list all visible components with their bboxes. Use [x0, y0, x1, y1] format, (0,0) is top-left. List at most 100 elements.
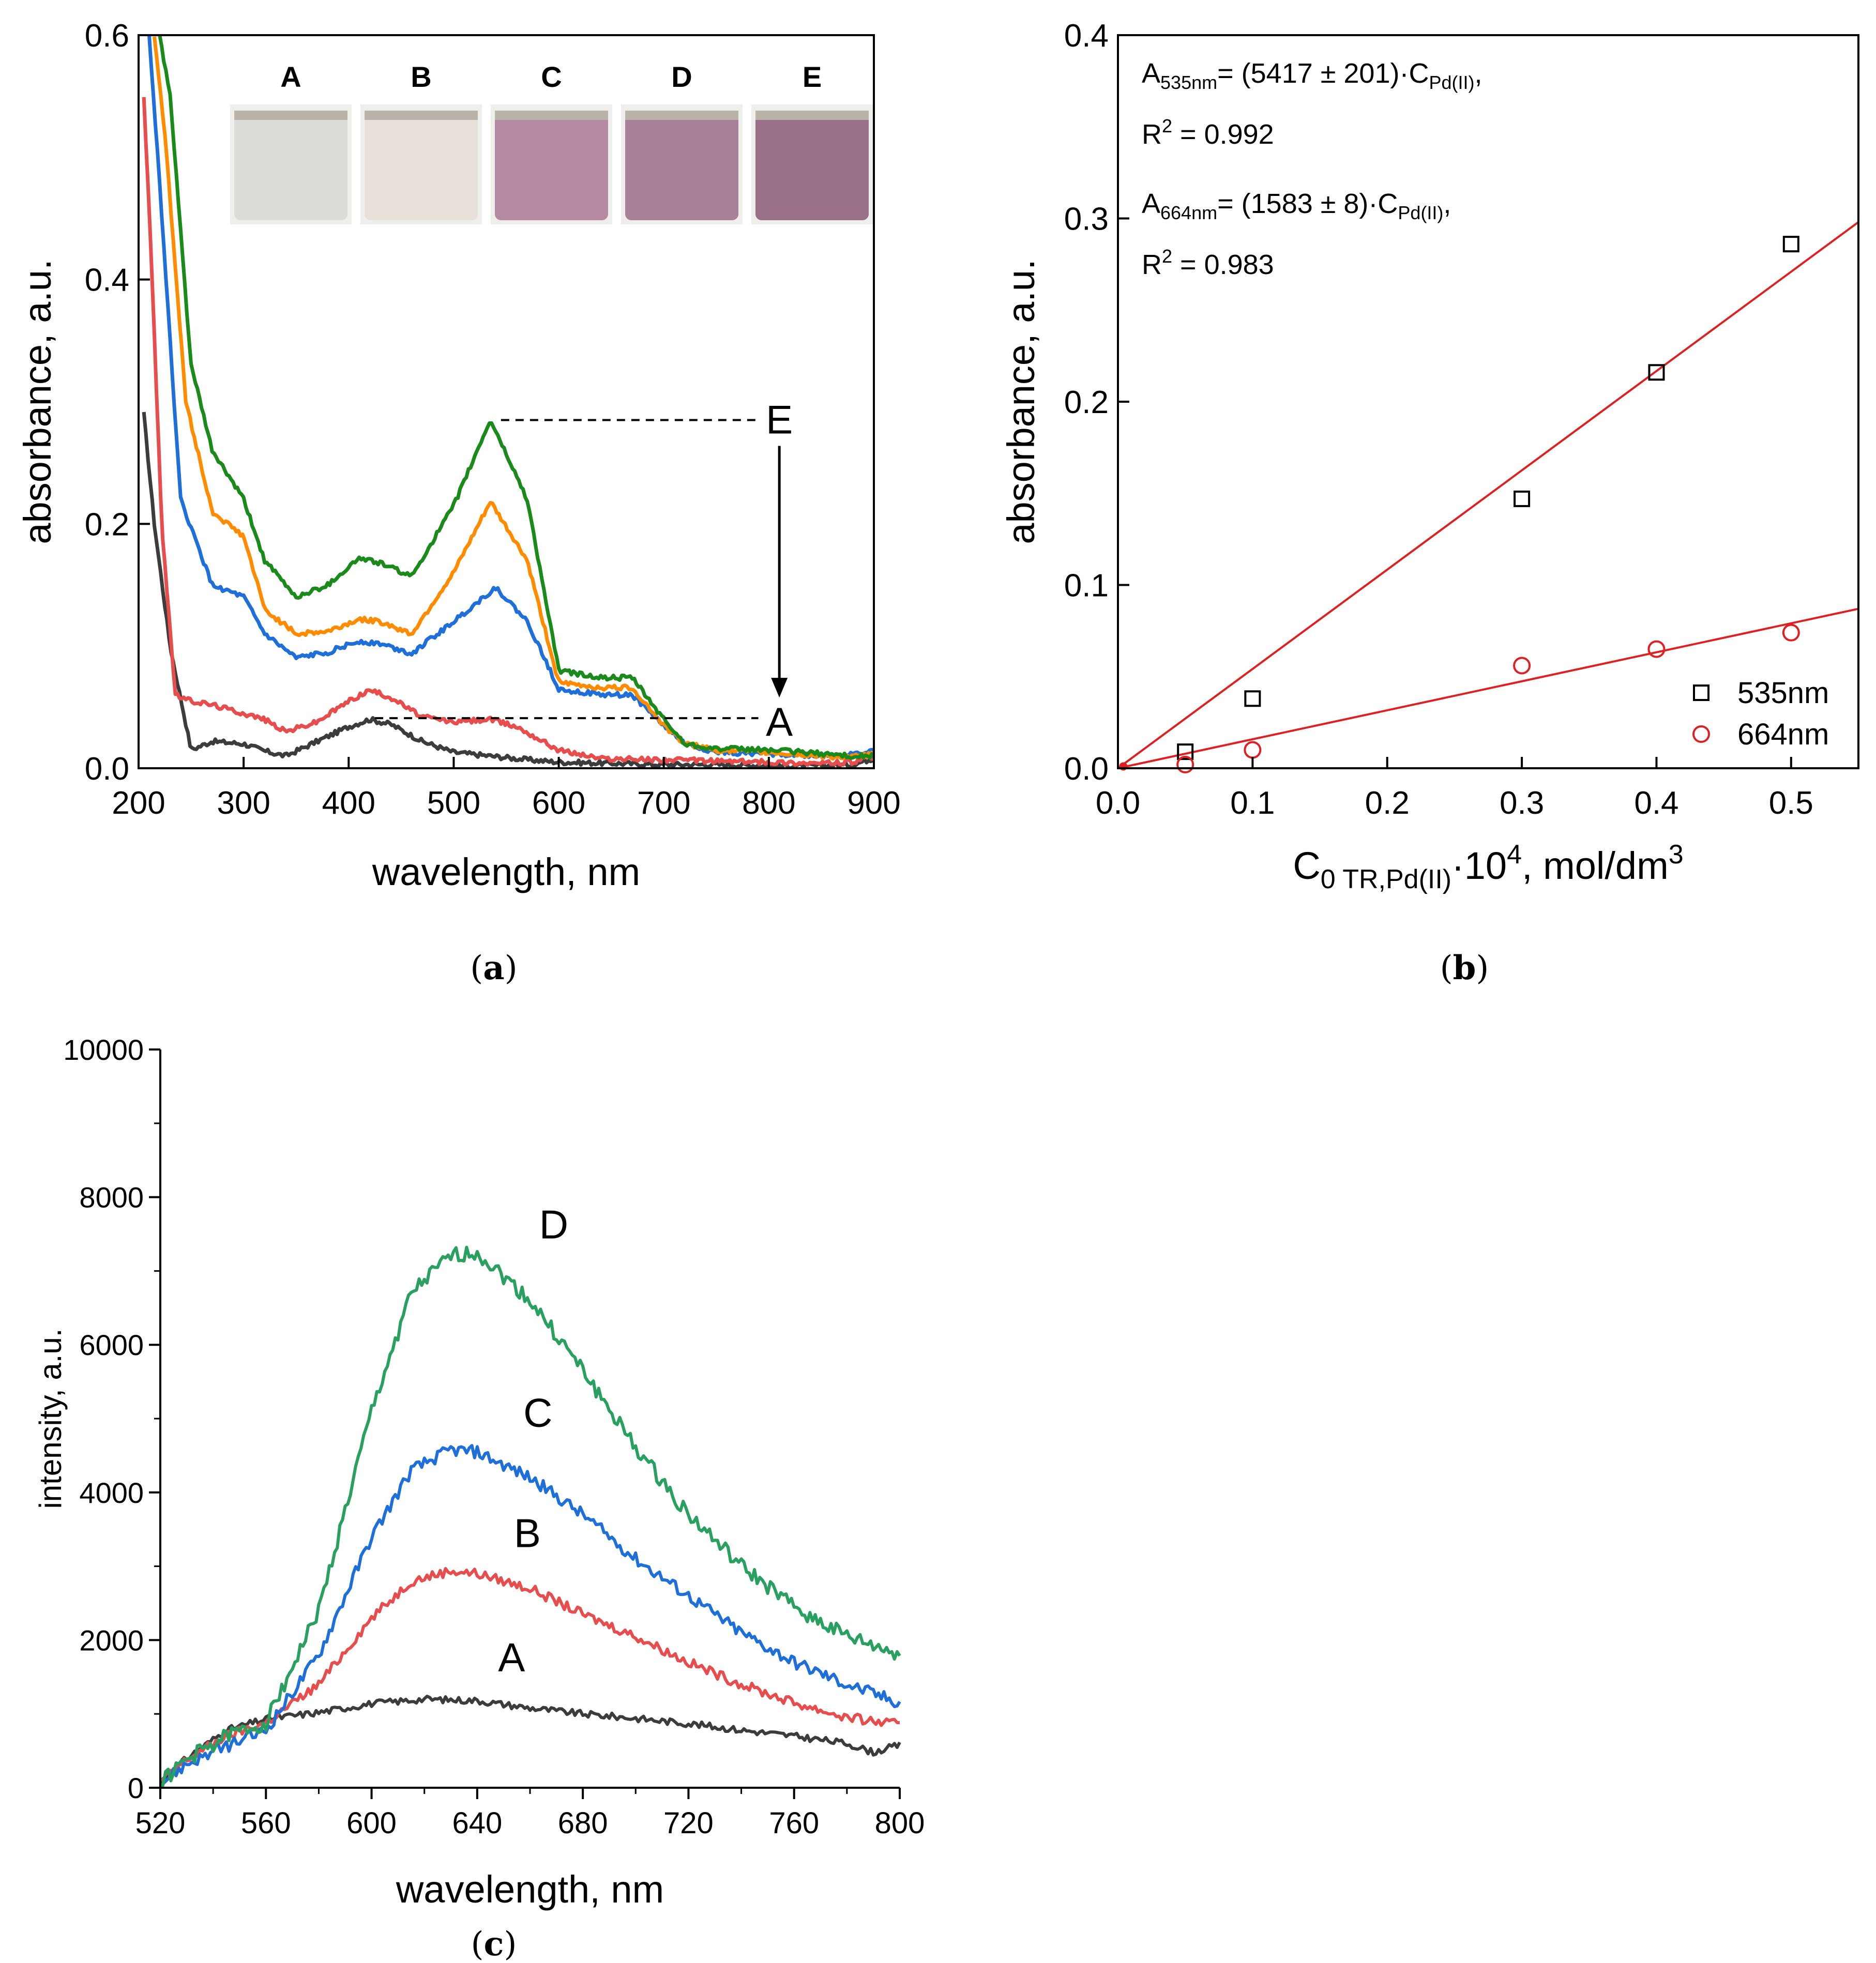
- y-tick-label: 0.2: [85, 507, 129, 542]
- vial-E: [755, 114, 869, 220]
- x-tick-label: 300: [217, 785, 270, 821]
- x-tick-label: 600: [346, 1806, 397, 1840]
- y-tick-label: 0.4: [85, 263, 129, 298]
- x-label-tail: , mol/dm: [1522, 844, 1669, 887]
- label-E: E: [766, 397, 793, 442]
- x-tick-label: 760: [769, 1806, 819, 1840]
- y-tick-label: 0.4: [1064, 18, 1109, 54]
- x-tick-label: 0.1: [1230, 785, 1275, 821]
- point-664nm: [1782, 623, 1800, 642]
- panel-b: 0.0 0.1 0.2 0.3 0.4 0.5 0.0 0.1 0.2 0.3 0.4 absorb…: [1000, 18, 1859, 987]
- x-tick-label: 700: [637, 785, 690, 821]
- origin-marker: [1119, 762, 1128, 771]
- x-tick-label: 800: [742, 785, 795, 821]
- eq-rhs: = (5417 ± 201)·C: [1217, 58, 1429, 89]
- point-664nm: [1647, 640, 1666, 658]
- x-tick-label: 680: [558, 1806, 608, 1840]
- legend-marker-535nm: [1693, 684, 1709, 701]
- series-label-A: A: [498, 1634, 525, 1680]
- absorbance-curves: [142, 35, 874, 768]
- y-tick-label: 0.6: [85, 18, 129, 54]
- point-535nm: [1177, 743, 1194, 760]
- point-664nm: [1176, 755, 1194, 773]
- y-axis-label: absorbance, a.u.: [1000, 259, 1042, 544]
- y-tick-label: 0: [128, 1772, 144, 1804]
- arrow-head: [771, 678, 788, 698]
- y-tick-label: 2000: [79, 1624, 144, 1656]
- vial-label: A: [280, 60, 301, 93]
- x-tick-label: 0.2: [1365, 785, 1410, 821]
- x-tick-label: 720: [663, 1806, 714, 1840]
- x-label-mid: ·10: [1451, 844, 1507, 887]
- point-535nm: [1244, 690, 1261, 707]
- r2-sup: 2: [1162, 115, 1172, 136]
- plot-frame: [138, 34, 875, 769]
- eq-lhs: A: [1142, 58, 1160, 89]
- x-tick-label: 560: [241, 1806, 291, 1840]
- vial-rim: [755, 111, 869, 120]
- r2-value: = 0.992: [1172, 119, 1274, 150]
- r2-label: R: [1142, 119, 1162, 150]
- label-A: A: [766, 699, 793, 744]
- legend-label-664nm: 664nm: [1737, 718, 1829, 751]
- x-tick-label: 0.5: [1769, 785, 1813, 821]
- point-535nm: [1514, 490, 1531, 507]
- vial-A: [234, 114, 347, 220]
- y-tick-label: 0.3: [1064, 202, 1109, 237]
- eq-rhs: = (1583 ± 8)·C: [1217, 188, 1398, 219]
- axis-ticks: 200 300 400 500 600 700 800 900 0.0 0.2 0.4 0.6: [85, 18, 901, 821]
- eq-lhs: A: [1142, 188, 1160, 219]
- r2-sup: 2: [1162, 246, 1172, 267]
- vial-rim: [234, 111, 347, 120]
- equation-535: A535nm= (5417 ± 201)·CPd(II),: [1142, 58, 1482, 93]
- x-tick-label: 520: [135, 1806, 186, 1840]
- series-label-B: B: [514, 1510, 541, 1556]
- series-labels: A B C D: [498, 1202, 568, 1680]
- x-label-sup: 4: [1507, 840, 1522, 870]
- point-535nm: [1782, 236, 1799, 253]
- fit-equations: A535nm= (5417 ± 201)·CPd(II), R2 = 0.992…: [1142, 58, 1482, 280]
- y-axis-label: intensity, a.u.: [33, 1328, 68, 1509]
- spectrum-line-E: [158, 35, 874, 760]
- vial-rim: [495, 111, 608, 120]
- vial-label: B: [411, 60, 431, 93]
- vial-label: D: [671, 60, 692, 93]
- emission-line-C: [159, 1444, 901, 1789]
- r2-value: = 0.983: [1172, 249, 1274, 280]
- legend-marker-664nm: [1692, 725, 1710, 743]
- panel-caption-c: (c): [471, 1925, 517, 1963]
- legend: 535nm 664nm: [1692, 676, 1829, 751]
- series-label-C: C: [523, 1390, 552, 1436]
- point-664nm: [1513, 657, 1531, 675]
- panel-label: a: [483, 949, 504, 987]
- x-tick-label: 400: [322, 785, 375, 821]
- vial-rim: [365, 111, 478, 120]
- panel-label: b: [1453, 949, 1476, 987]
- axis-ticks: 0.0 0.1 0.2 0.3 0.4 0.5 0.0 0.1 0.2 0.3 0.4: [1064, 18, 1813, 821]
- x-tick-label: 640: [452, 1806, 502, 1840]
- fit-line-535nm: [1117, 221, 1859, 769]
- legend-label-535nm: 535nm: [1737, 676, 1829, 710]
- x-label-main: C: [1293, 844, 1320, 887]
- data-points: [1176, 236, 1800, 773]
- point-535nm: [1648, 364, 1665, 381]
- vial-rim: [625, 111, 738, 120]
- x-tick-label: 500: [427, 785, 480, 821]
- eq-lhs-sub: 664nm: [1160, 202, 1217, 223]
- series-label-D: D: [539, 1202, 568, 1247]
- annotations: EA: [375, 397, 793, 744]
- x-tick-label: 0.4: [1634, 785, 1678, 821]
- emission-line-D: [160, 1245, 901, 1788]
- emission-line-A: [159, 1695, 901, 1784]
- x-tick-label: 0.3: [1500, 785, 1544, 821]
- spectrum-line-B: [142, 97, 874, 767]
- r2-664: R2 = 0.983: [1142, 246, 1274, 280]
- eq-lhs-sub: 535nm: [1160, 72, 1217, 93]
- eq-tail: ,: [1474, 58, 1482, 89]
- x-tick-label: 800: [875, 1806, 925, 1840]
- x-tick-label: 200: [112, 785, 165, 821]
- y-tick-label: 10000: [63, 1033, 144, 1066]
- y-tick-label: 0.2: [1064, 385, 1109, 420]
